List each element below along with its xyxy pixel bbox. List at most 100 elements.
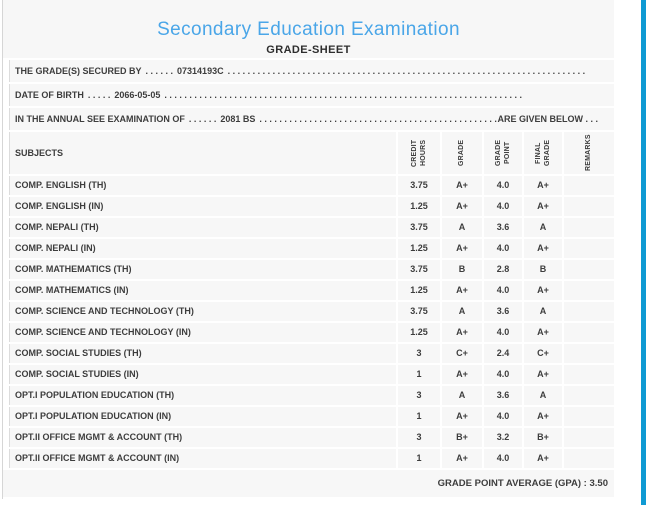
grade-cell: B — [442, 260, 482, 279]
final-grade-cell: A+ — [524, 197, 562, 216]
table-row: OPT.I POPULATION EDUCATION (IN) 1 A+ 4.0… — [9, 407, 614, 426]
final-grade-cell: A+ — [524, 281, 562, 300]
examination-year-value: 2081 BS — [220, 114, 256, 124]
subject-cell: OPT.II OFFICE MGMT & ACCOUNT (TH) — [10, 428, 396, 447]
grade-cell: A — [442, 386, 482, 405]
info-label: DATE OF BIRTH — [15, 90, 84, 100]
final-grade-cell: A — [524, 386, 562, 405]
final-grade-header: FINAL GRADE — [524, 132, 562, 174]
grade-point-cell: 4.0 — [484, 365, 522, 384]
credit-hours-cell: 3.75 — [398, 302, 440, 321]
table-header-row: SUBJECTS CREDIT HOURS GRADE GRADE POINT … — [9, 132, 614, 174]
final-grade-cell: A+ — [524, 323, 562, 342]
side-accent-bar — [641, 0, 646, 505]
subject-cell: COMP. SCIENCE AND TECHNOLOGY (IN) — [10, 323, 396, 342]
table-row: COMP. SCIENCE AND TECHNOLOGY (TH) 3.75 A… — [9, 302, 614, 321]
grade-point-cell: 3.6 — [484, 302, 522, 321]
final-grade-cell: C+ — [524, 344, 562, 363]
grade-point-cell: 4.0 — [484, 449, 522, 468]
final-grade-cell: A+ — [524, 449, 562, 468]
table-row: COMP. SOCIAL STUDIES (IN) 1 A+ 4.0 A+ — [9, 365, 614, 384]
subject-cell: COMP. SOCIAL STUDIES (TH) — [10, 344, 396, 363]
grade-cell: A+ — [442, 323, 482, 342]
grade-cell: A+ — [442, 239, 482, 258]
grade-point-cell: 4.0 — [484, 197, 522, 216]
credit-hours-cell: 1 — [398, 407, 440, 426]
remarks-cell — [564, 386, 614, 405]
final-grade-cell: B — [524, 260, 562, 279]
subject-cell: COMP. ENGLISH (IN) — [10, 197, 396, 216]
table-row: COMP. ENGLISH (IN) 1.25 A+ 4.0 A+ — [9, 197, 614, 216]
subject-cell: COMP. NEPALI (TH) — [10, 218, 396, 237]
info-line-examination-year: IN THE ANNUAL SEE EXAMINATION OF . . . .… — [9, 108, 614, 130]
grade-cell: A+ — [442, 197, 482, 216]
subject-cell: COMP. SCIENCE AND TECHNOLOGY (TH) — [10, 302, 396, 321]
remarks-cell — [564, 302, 614, 321]
grade-cell: A — [442, 302, 482, 321]
gpa-summary: GRADE POINT AVERAGE (GPA) : 3.50 — [3, 470, 614, 497]
remarks-cell — [564, 176, 614, 195]
info-line-secured-by: THE GRADE(S) SECURED BY . . . . . . 0731… — [9, 60, 614, 82]
grade-point-cell: 4.0 — [484, 239, 522, 258]
remarks-cell — [564, 197, 614, 216]
grade-cell: A+ — [442, 449, 482, 468]
grade-cell: C+ — [442, 344, 482, 363]
remarks-cell — [564, 281, 614, 300]
subject-cell: OPT.I POPULATION EDUCATION (IN) — [10, 407, 396, 426]
subject-cell: OPT.I POPULATION EDUCATION (TH) — [10, 386, 396, 405]
table-row: OPT.II OFFICE MGMT & ACCOUNT (IN) 1 A+ 4… — [9, 449, 614, 468]
grade-sheet: Secondary Education Examination GRADE-SH… — [2, 0, 614, 499]
credit-hours-cell: 1 — [398, 449, 440, 468]
date-of-birth-value: 2066-05-05 — [114, 90, 161, 100]
page-title: Secondary Education Examination — [157, 19, 460, 40]
credit-hours-cell: 3.75 — [398, 218, 440, 237]
final-grade-cell: A+ — [524, 176, 562, 195]
dots: . . . . . — [87, 90, 111, 100]
info-line-date-of-birth: DATE OF BIRTH . . . . . 2066-05-05 . . .… — [9, 84, 614, 106]
grade-point-cell: 3.6 — [484, 386, 522, 405]
grade-cell: B+ — [442, 428, 482, 447]
credit-hours-cell: 3 — [398, 386, 440, 405]
credit-hours-cell: 3 — [398, 428, 440, 447]
credit-hours-cell: 1.25 — [398, 197, 440, 216]
remarks-cell — [564, 218, 614, 237]
grade-table-body: COMP. ENGLISH (TH) 3.75 A+ 4.0 A+ COMP. … — [3, 176, 614, 468]
final-grade-cell: A+ — [524, 365, 562, 384]
info-label: IN THE ANNUAL SEE EXAMINATION OF — [15, 114, 185, 124]
table-row: COMP. SCIENCE AND TECHNOLOGY (IN) 1.25 A… — [9, 323, 614, 342]
credit-hours-cell: 3.75 — [398, 260, 440, 279]
remarks-cell — [564, 365, 614, 384]
candidate-symbol-number: 07314193C — [177, 66, 224, 76]
table-row: COMP. ENGLISH (TH) 3.75 A+ 4.0 A+ — [9, 176, 614, 195]
remarks-cell — [564, 428, 614, 447]
grade-point-cell: 4.0 — [484, 407, 522, 426]
grade-cell: A — [442, 218, 482, 237]
remarks-header: REMARKS — [564, 132, 614, 174]
final-grade-cell: A+ — [524, 239, 562, 258]
remarks-cell — [564, 449, 614, 468]
grade-point-cell: 3.2 — [484, 428, 522, 447]
dots: . . . . . . — [188, 114, 217, 124]
credit-hours-cell: 1.25 — [398, 281, 440, 300]
grade-point-cell: 4.0 — [484, 281, 522, 300]
table-row: COMP. SOCIAL STUDIES (TH) 3 C+ 2.4 C+ — [9, 344, 614, 363]
remarks-cell — [564, 407, 614, 426]
grade-point-cell: 2.8 — [484, 260, 522, 279]
info-label: THE GRADE(S) SECURED BY — [15, 66, 142, 76]
dots: . . . . . . . . . . . . . . . . . . . . … — [259, 114, 497, 124]
dots: . . . . . . . . . . . . . . . . . . . . … — [164, 90, 522, 100]
credit-hours-header: CREDIT HOURS — [398, 132, 440, 174]
table-row: OPT.I POPULATION EDUCATION (TH) 3 A 3.6 … — [9, 386, 614, 405]
title-section: Secondary Education Examination GRADE-SH… — [3, 0, 614, 58]
credit-hours-cell: 1.25 — [398, 323, 440, 342]
subject-cell: COMP. MATHEMATICS (IN) — [10, 281, 396, 300]
subject-cell: COMP. MATHEMATICS (TH) — [10, 260, 396, 279]
table-row: COMP. NEPALI (IN) 1.25 A+ 4.0 A+ — [9, 239, 614, 258]
table-row: COMP. MATHEMATICS (IN) 1.25 A+ 4.0 A+ — [9, 281, 614, 300]
gpa-label: GRADE POINT AVERAGE (GPA) : — [437, 478, 590, 489]
final-grade-cell: A — [524, 302, 562, 321]
remarks-cell — [564, 323, 614, 342]
grade-header: GRADE — [442, 132, 482, 174]
subject-cell: OPT.II OFFICE MGMT & ACCOUNT (IN) — [10, 449, 396, 468]
dots: . . . . . . . . . . . . . . . . . . . . … — [227, 66, 586, 76]
